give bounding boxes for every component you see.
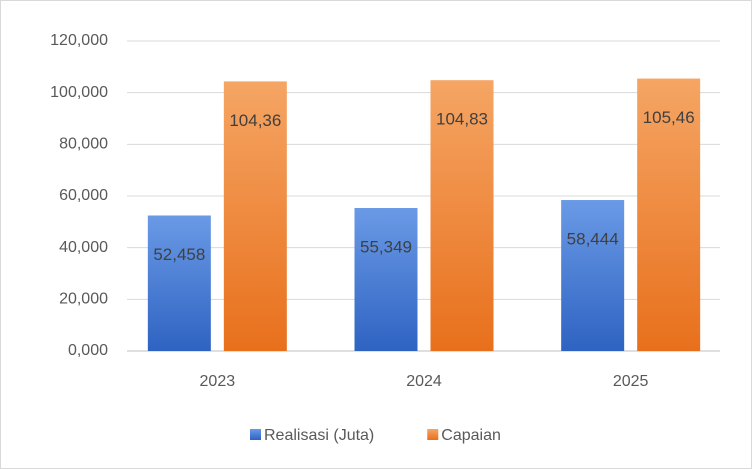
y-tick-label: 0,000: [68, 342, 108, 359]
y-tick-label: 20,000: [59, 291, 108, 308]
bar: [637, 78, 701, 351]
data-label: 105,46: [643, 108, 695, 127]
data-label: 58,444: [567, 230, 619, 249]
bar: [147, 215, 211, 351]
x-tick-label: 2023: [200, 373, 236, 390]
legend-swatch: [250, 429, 261, 440]
x-tick-label: 2025: [613, 373, 649, 390]
bar: [223, 81, 287, 352]
data-label: 52,458: [153, 245, 205, 264]
bar: [561, 200, 625, 351]
x-tick-label: 2024: [406, 373, 442, 390]
legend-swatch: [427, 429, 439, 440]
data-label: 104,36: [229, 111, 281, 130]
legend-label: Realisasi (Juta): [264, 427, 374, 444]
data-label: 55,349: [360, 237, 412, 256]
bar: [354, 208, 418, 351]
y-tick-label: 40,000: [59, 239, 108, 256]
y-tick-label: 60,000: [59, 187, 108, 204]
y-tick-label: 120,000: [50, 32, 108, 49]
y-tick-label: 80,000: [59, 136, 108, 153]
y-tick-label: 100,000: [50, 84, 108, 101]
legend-label: Capaian: [441, 427, 501, 444]
data-label: 104,83: [436, 110, 488, 129]
bar: [430, 80, 494, 352]
